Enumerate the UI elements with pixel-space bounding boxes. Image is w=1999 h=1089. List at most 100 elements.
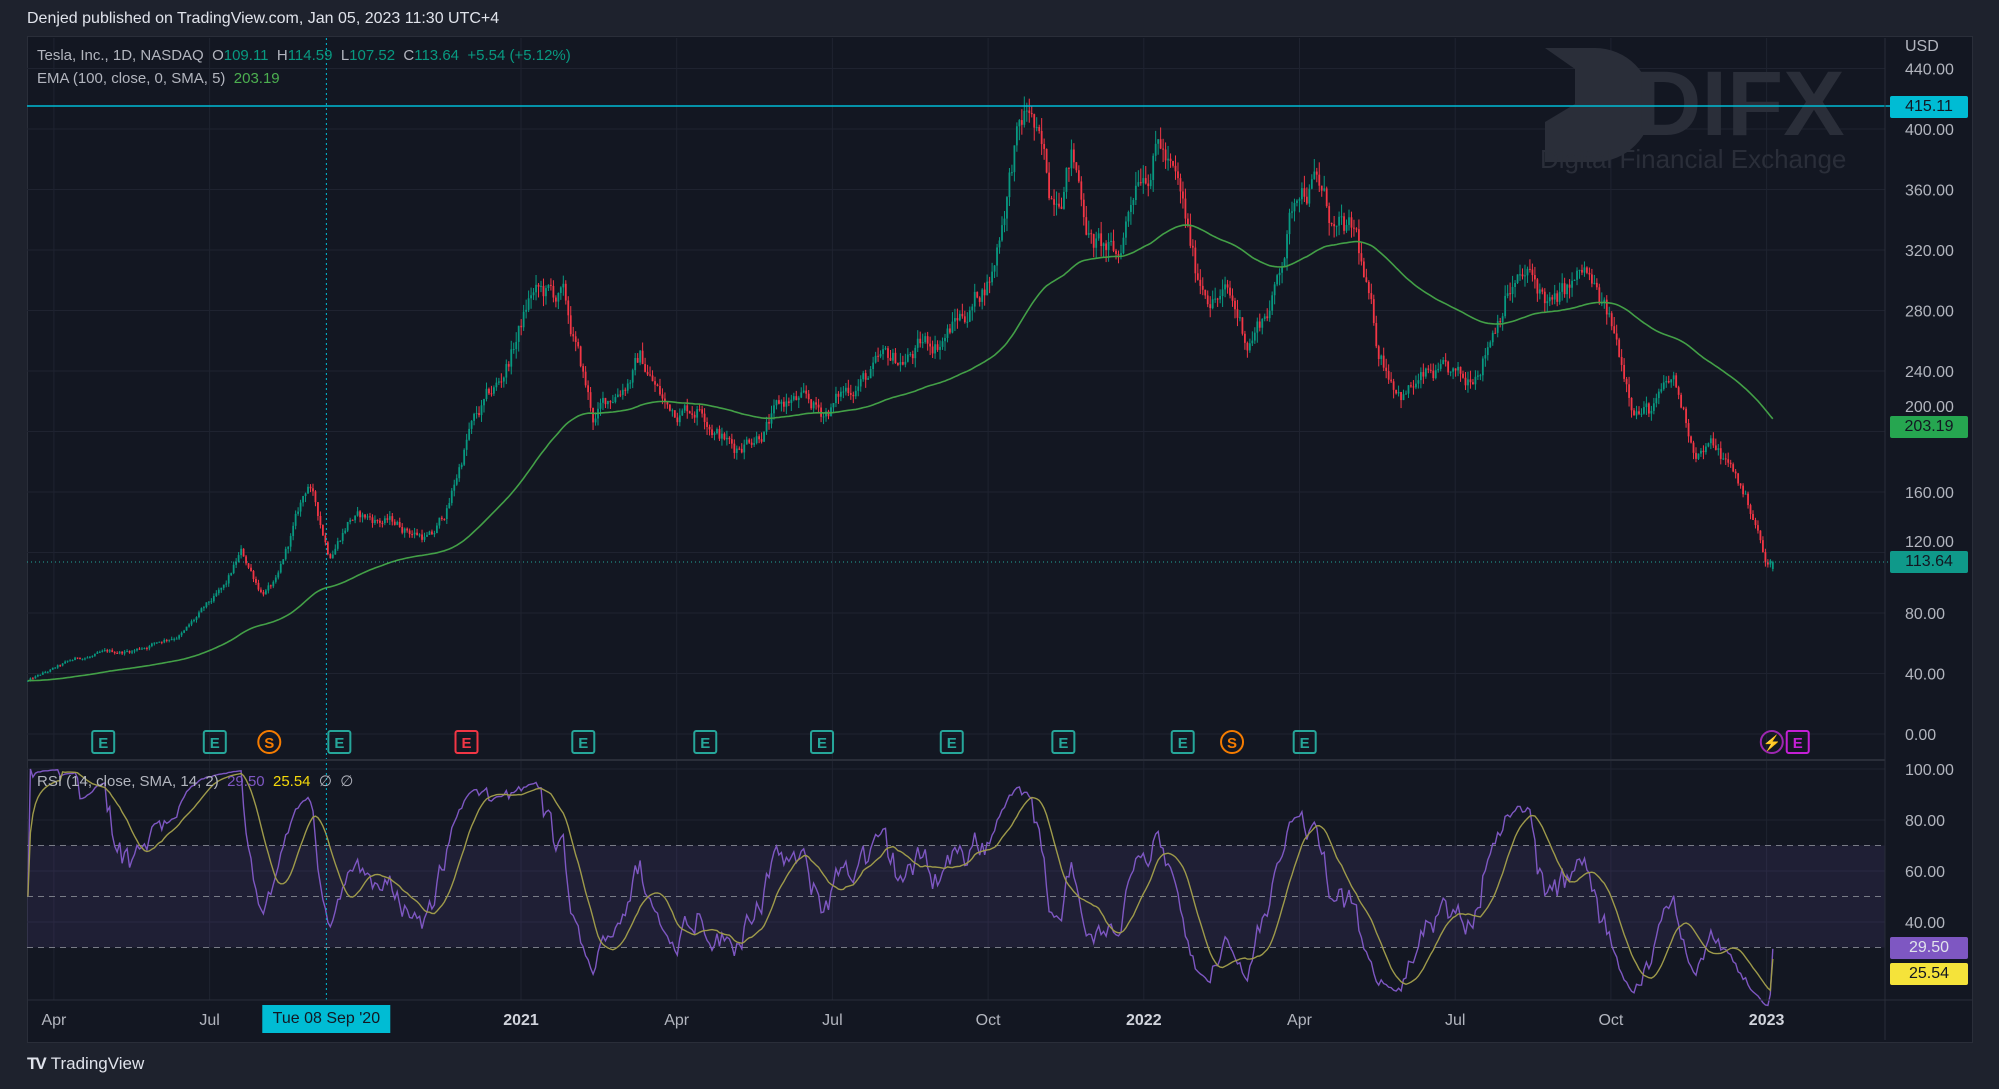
candle bbox=[713, 431, 716, 441]
candle-body bbox=[1211, 299, 1214, 309]
rsi-value: 29.50 bbox=[227, 773, 265, 790]
candle bbox=[1065, 167, 1068, 199]
candle-body bbox=[1271, 295, 1274, 311]
candle bbox=[235, 558, 238, 569]
candle-body bbox=[1142, 178, 1145, 184]
candle-body bbox=[141, 648, 143, 650]
chart-panel[interactable] bbox=[27, 36, 1973, 1043]
candle-body bbox=[1201, 285, 1204, 290]
candle-body bbox=[1586, 267, 1588, 273]
candle bbox=[916, 330, 919, 352]
candle-body bbox=[1697, 453, 1700, 459]
candle bbox=[755, 431, 758, 445]
candle-body bbox=[1519, 274, 1521, 276]
candle bbox=[1605, 295, 1608, 325]
candle bbox=[1519, 264, 1521, 281]
candle-body bbox=[614, 397, 617, 403]
candle bbox=[562, 275, 565, 296]
symbol-legend[interactable]: Tesla, Inc., 1D, NASDAQ O109.11 H114.59 … bbox=[37, 47, 571, 64]
candle bbox=[1682, 406, 1685, 411]
candle bbox=[537, 283, 540, 298]
candle-body bbox=[701, 409, 704, 414]
candle bbox=[743, 439, 746, 460]
candle-body bbox=[34, 676, 37, 679]
event-marker-earnings[interactable]: E bbox=[454, 730, 479, 754]
candle bbox=[1739, 483, 1742, 489]
event-marker-earnings[interactable]: E bbox=[810, 730, 835, 754]
event-marker-earnings[interactable]: E bbox=[327, 730, 352, 754]
time-tick-label: Jul bbox=[1444, 1012, 1466, 1029]
price-tick-label: 200.00 bbox=[1905, 399, 1954, 416]
event-marker-earnings[interactable]: E bbox=[91, 730, 116, 754]
candle-body bbox=[279, 563, 282, 573]
candle-body bbox=[1422, 372, 1425, 377]
candle bbox=[792, 392, 795, 402]
candle-body bbox=[74, 657, 76, 661]
earnings-icon bbox=[810, 730, 835, 754]
candle-body bbox=[894, 352, 897, 364]
candle-body bbox=[1283, 258, 1286, 268]
candle bbox=[1315, 167, 1318, 183]
candle bbox=[396, 520, 399, 526]
candle-body bbox=[1127, 211, 1130, 222]
candle bbox=[297, 507, 300, 516]
candle-body bbox=[220, 587, 223, 590]
price-tick-label: 240.00 bbox=[1905, 364, 1954, 381]
candle bbox=[128, 650, 131, 654]
currency-label[interactable]: USD bbox=[1905, 38, 1939, 55]
candle bbox=[1749, 503, 1752, 520]
candle-body bbox=[1350, 217, 1353, 228]
candle-body bbox=[728, 437, 731, 440]
candle-body bbox=[1281, 267, 1283, 273]
candle-body bbox=[111, 650, 114, 653]
price-axis[interactable]: 440.00400.00360.00320.00280.00240.00200.… bbox=[1905, 62, 1954, 745]
candle bbox=[1097, 228, 1100, 241]
event-marker-earnings[interactable]: E bbox=[1051, 730, 1076, 754]
event-marker-earnings[interactable]: E bbox=[202, 730, 227, 754]
candle bbox=[958, 310, 961, 322]
ema-legend[interactable]: EMA (100, close, 0, SMA, 5) 203.19 bbox=[37, 70, 280, 87]
candle bbox=[547, 284, 550, 292]
candle bbox=[1199, 269, 1202, 295]
candle-body bbox=[607, 401, 609, 405]
event-marker-split[interactable]: S bbox=[257, 730, 282, 754]
candle bbox=[879, 350, 882, 359]
candle-body bbox=[1754, 519, 1757, 526]
candle bbox=[857, 379, 860, 397]
candle bbox=[1291, 201, 1293, 219]
candle-body bbox=[924, 336, 927, 343]
candle bbox=[1318, 162, 1321, 192]
candle-body bbox=[812, 402, 815, 409]
event-marker-news[interactable]: ⚡ bbox=[1759, 730, 1784, 754]
rsi-tick-label: 100.00 bbox=[1905, 762, 1954, 779]
candle-body bbox=[364, 514, 366, 518]
event-marker-earnings[interactable]: E bbox=[571, 730, 596, 754]
candle bbox=[522, 304, 525, 331]
event-marker-label: E bbox=[98, 735, 108, 752]
candle bbox=[758, 434, 761, 444]
event-marker-earnings[interactable]: E bbox=[693, 730, 718, 754]
candle-body bbox=[146, 647, 148, 649]
candle-body bbox=[1568, 284, 1571, 288]
candle bbox=[1184, 188, 1187, 228]
candle-body bbox=[939, 346, 941, 350]
candle bbox=[1003, 210, 1006, 233]
event-marker-split[interactable]: S bbox=[1220, 730, 1245, 754]
candle-body bbox=[336, 541, 339, 549]
candle-body bbox=[398, 522, 401, 528]
candle-body bbox=[852, 394, 855, 397]
event-marker-earnings[interactable]: E bbox=[1785, 730, 1810, 754]
candle bbox=[1618, 337, 1621, 358]
candle bbox=[941, 337, 944, 350]
candle-body bbox=[371, 517, 374, 523]
event-marker-earnings[interactable]: E bbox=[939, 730, 964, 754]
candle-body bbox=[686, 405, 689, 412]
event-marker-earnings[interactable]: E bbox=[1170, 730, 1195, 754]
event-marker-earnings[interactable]: E bbox=[1292, 730, 1317, 754]
rsi-legend[interactable]: RSI (14, close, SMA, 14, 2) 29.50 25.54 … bbox=[37, 772, 353, 790]
tradingview-footer[interactable]: TV TradingView bbox=[27, 1054, 144, 1074]
candle-body bbox=[274, 577, 277, 582]
candle-body bbox=[1762, 540, 1764, 552]
